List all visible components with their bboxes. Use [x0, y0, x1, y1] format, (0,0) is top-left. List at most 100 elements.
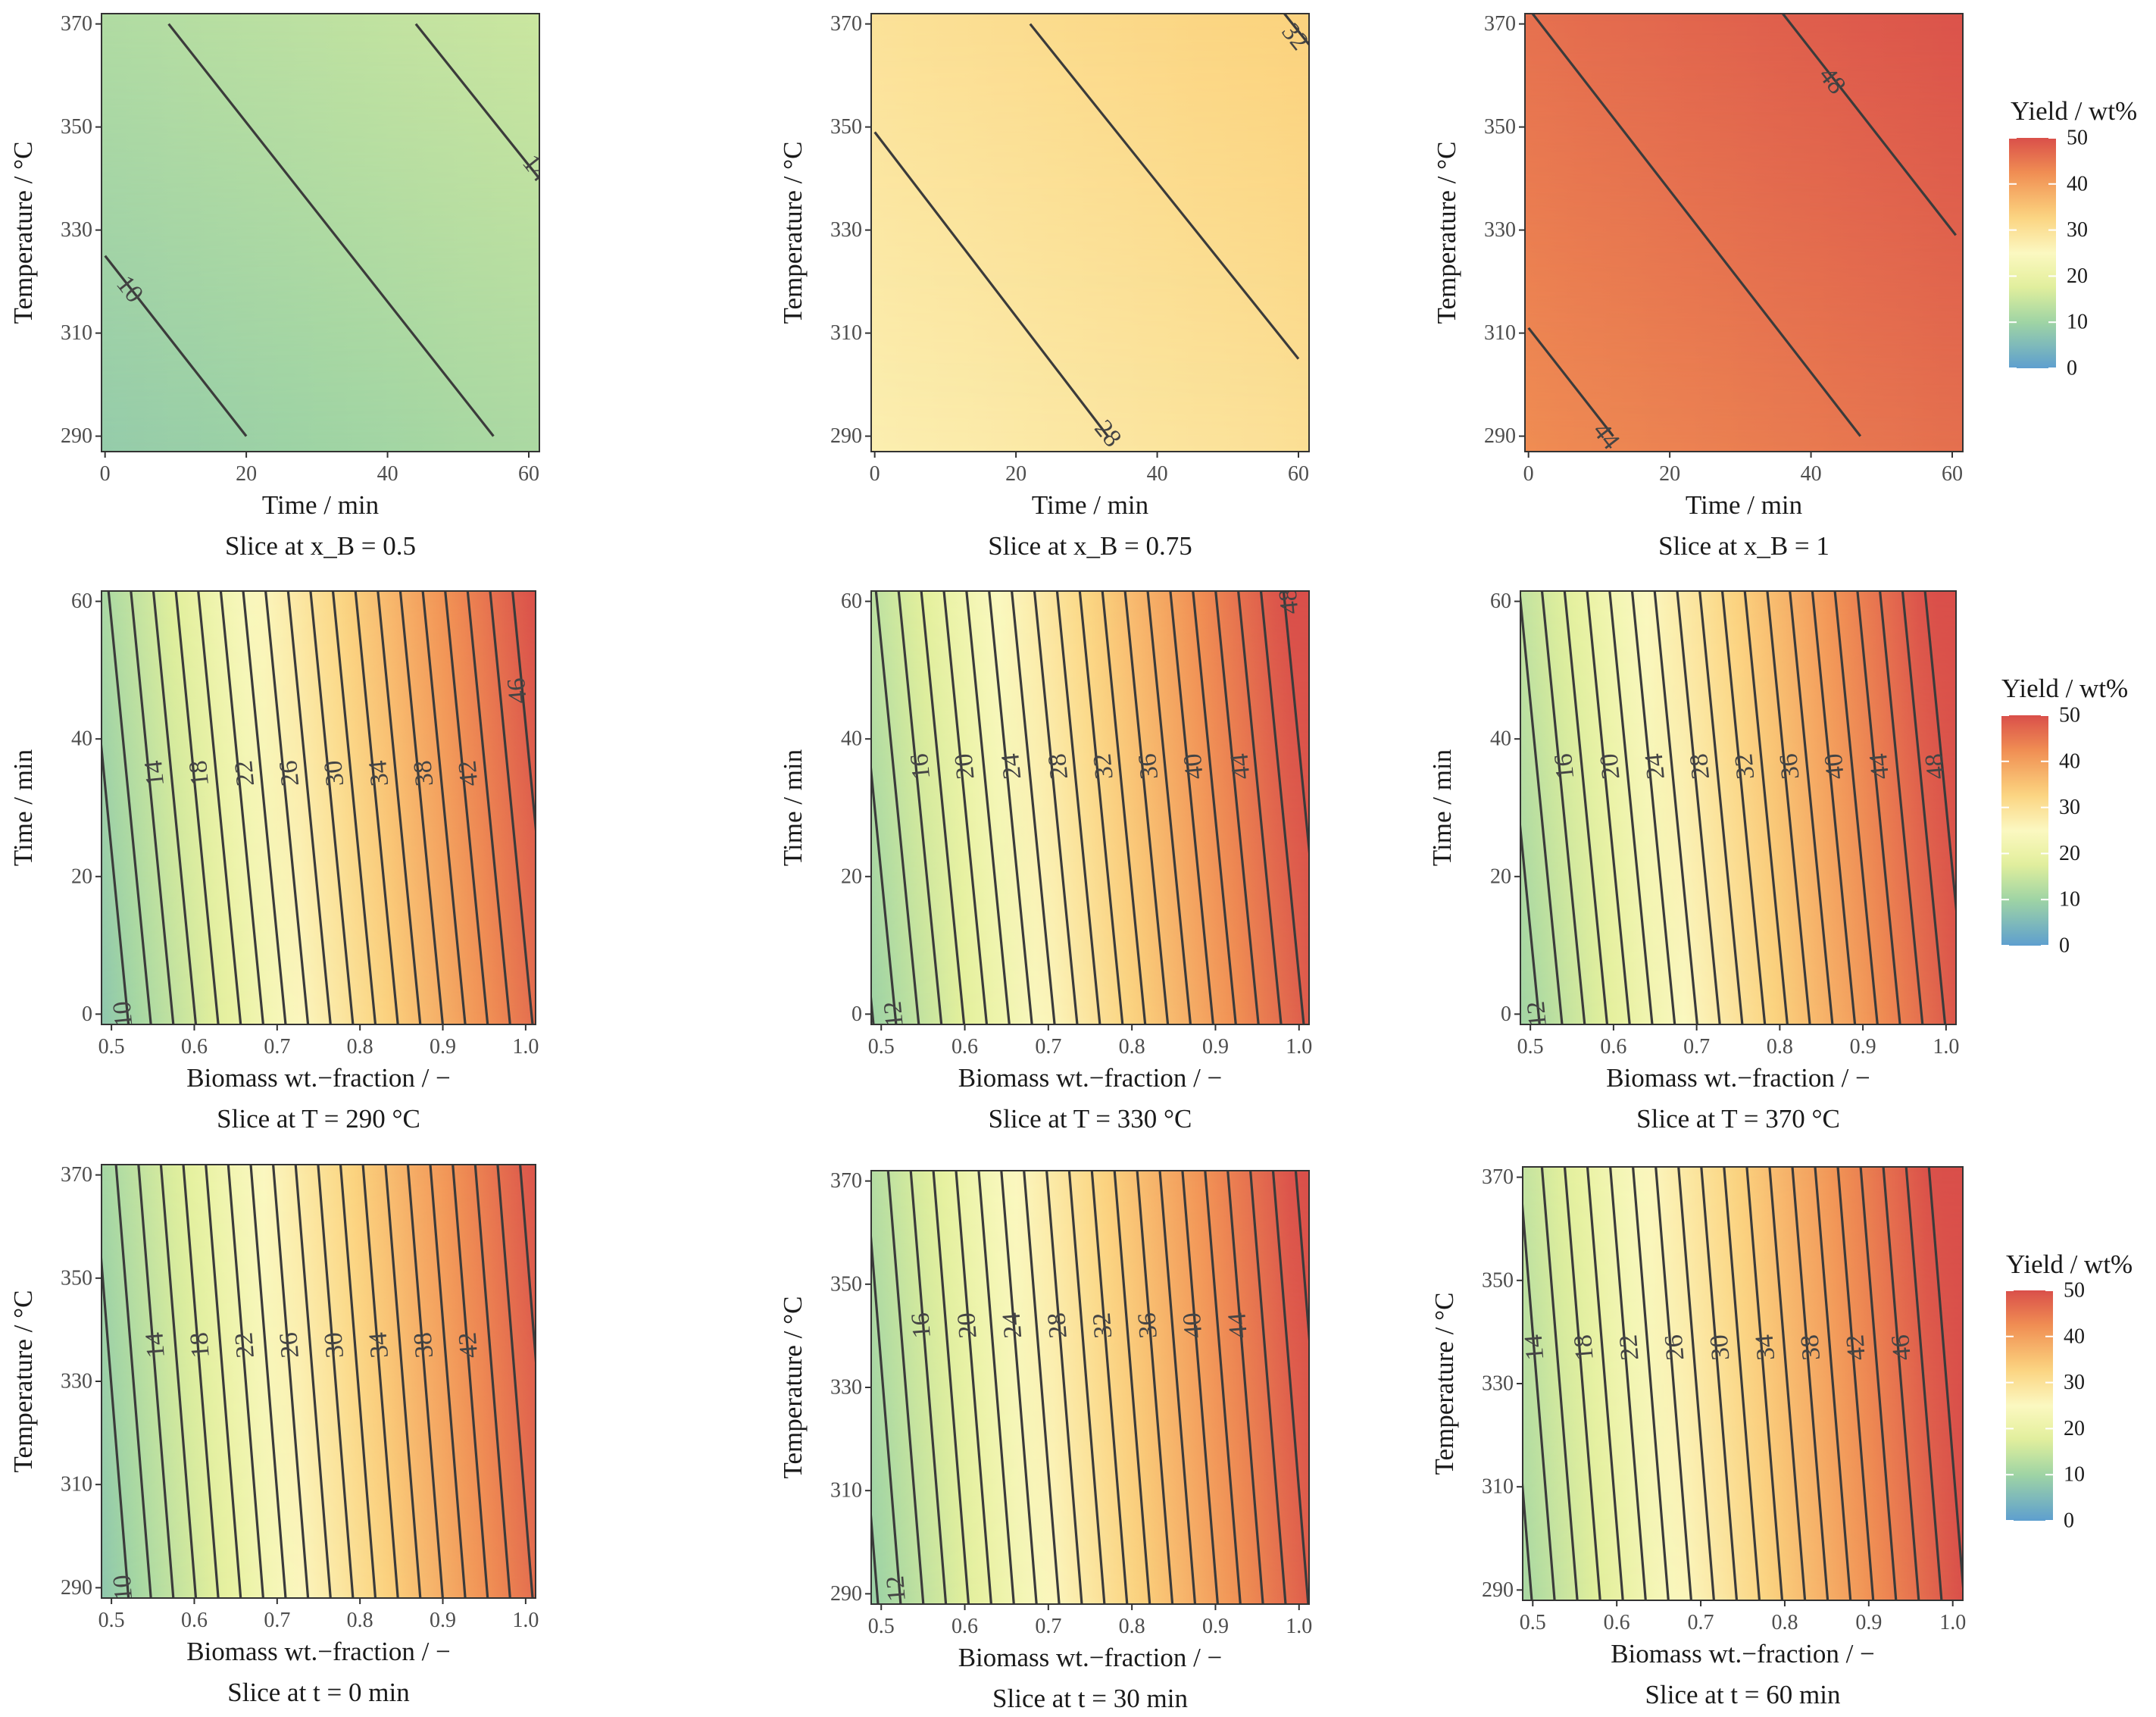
contour-line-22: [227, 1165, 264, 1598]
contour-line-18: [1563, 591, 1609, 1024]
legend-title: Yield / wt%: [2001, 674, 2128, 703]
x-axis-title: Biomass wt.−fraction / −: [958, 1643, 1223, 1672]
contour-line-14: [1523, 1194, 1556, 1600]
contour-line-14: [414, 23, 539, 180]
y-tick-label: 290: [1482, 1578, 1514, 1602]
contour-line-34: [1113, 1171, 1151, 1604]
contour-line-20: [942, 591, 989, 1024]
y-tick-label: 370: [1484, 12, 1516, 36]
contour-line-40: [1814, 1167, 1852, 1600]
panel-frame: [1524, 13, 1964, 452]
x-tick-label: 0.5: [98, 1035, 125, 1059]
contour-line-18: [182, 1165, 220, 1598]
legend-tick-label: 0: [2064, 1509, 2074, 1533]
legend-row3: Yield / wt% 0 10 20 30 40 50: [2006, 1249, 2133, 1533]
contour-line-40: [1811, 591, 1857, 1024]
contour-line-46: [1530, 14, 1862, 437]
y-axis-title: Temperature / °C: [778, 1296, 808, 1479]
contour-label-32: 32: [1088, 1312, 1118, 1340]
y-tick-label: 370: [61, 12, 92, 36]
contour-label-30: 30: [319, 759, 349, 787]
contour-line-48: [1782, 14, 1957, 236]
contour-line-28: [1033, 591, 1079, 1024]
contour-label-42: 42: [454, 1331, 484, 1359]
contour-line-34: [1743, 591, 1789, 1024]
contour-line-32: [331, 591, 377, 1024]
contour-line-46: [489, 591, 534, 1024]
contour-label-12: 12: [879, 1000, 909, 1028]
contour-line-34: [361, 1165, 399, 1598]
contour-label-38: 38: [1795, 1334, 1826, 1362]
contour-label-44: 44: [1225, 752, 1255, 780]
contour-line-10: [871, 989, 875, 1024]
y-tick-label: 60: [841, 590, 862, 613]
contour-line-28: [873, 131, 1109, 437]
contour-label-10: 10: [108, 1000, 138, 1028]
panel-caption: Slice at T = 370 °C: [1636, 1104, 1840, 1134]
contour-line-20: [197, 591, 242, 1024]
y-tick-label: 60: [71, 590, 92, 613]
contour-label-18: 18: [184, 759, 214, 787]
x-tick-label: 0.7: [1683, 1035, 1710, 1059]
contour-line-22: [977, 1171, 1015, 1604]
contour-line-30: [1029, 23, 1300, 360]
y-tick-label: 330: [1482, 1372, 1514, 1396]
contour-label-22: 22: [230, 759, 260, 787]
y-tick-label: 330: [61, 218, 92, 242]
panel-p31: 10 14 18 22 26 30 34 38 42 0.5 0.6 0.7 0.8 0.9 1.0 290 3…: [8, 1163, 539, 1707]
x-tick-label: 20: [1659, 462, 1680, 486]
contour-line-44: [1527, 327, 1614, 437]
y-axis-title: Temperature / °C: [778, 142, 808, 324]
contour-label-22: 22: [1614, 1334, 1645, 1362]
contour-label-40: 40: [1178, 1312, 1208, 1340]
y-tick-label: 290: [61, 424, 92, 448]
legend-tick-label: 10: [2064, 1463, 2085, 1487]
contour-line-26: [264, 591, 310, 1024]
y-axis-title: Temperature / °C: [8, 142, 38, 324]
y-tick-label: 350: [61, 1266, 92, 1290]
contour-label-44: 44: [1864, 752, 1895, 780]
contour-line-46: [496, 1165, 534, 1598]
x-tick-label: 40: [1147, 462, 1168, 486]
contour-line-12: [1520, 817, 1541, 1024]
panel-frame: [101, 590, 536, 1025]
y-tick-label: 0: [851, 1002, 862, 1026]
contour-line-44: [473, 1165, 511, 1598]
x-tick-label: 0.5: [868, 1615, 895, 1638]
x-axis-title: Time / min: [262, 490, 379, 520]
panel-frame: [870, 13, 1310, 452]
legend-tick-label: 20: [2064, 1417, 2085, 1440]
contour-label-40: 40: [1179, 752, 1209, 780]
x-tick-label: 20: [1005, 462, 1026, 486]
x-tick-label: 0.9: [430, 1035, 456, 1059]
heatmap-field-top: [102, 14, 539, 452]
x-tick-label: 0.7: [1035, 1035, 1061, 1059]
contour-label-22: 22: [230, 1331, 260, 1359]
x-tick-label: 0.5: [868, 1035, 895, 1059]
contour-line-30: [1700, 1167, 1739, 1600]
legend-tick-label: 40: [2067, 172, 2088, 195]
contour-line-38: [398, 591, 444, 1024]
contour-label-12: 12: [881, 1575, 911, 1603]
heatmap-field-top: [102, 1165, 536, 1598]
panel-caption: Slice at T = 290 °C: [217, 1104, 420, 1134]
contour-line-48: [1271, 1171, 1309, 1604]
y-tick-label: 330: [1484, 218, 1516, 242]
contour-line-38: [1789, 591, 1834, 1024]
contour-label-38: 38: [408, 759, 439, 787]
y-tick-label: 350: [1482, 1268, 1514, 1292]
contour-line-18: [1563, 1167, 1601, 1600]
contour-line-32: [1283, 14, 1309, 45]
x-axis-title: Time / min: [1686, 490, 1802, 520]
legend-colorbar: [2001, 715, 2048, 946]
contour-line-12: [1523, 1474, 1533, 1600]
contour-line-22: [965, 591, 1011, 1024]
contour-label-28: 28: [1685, 752, 1715, 780]
y-axis-title: Time / min: [778, 749, 808, 866]
panel-caption: Slice at x_B = 0.5: [225, 531, 416, 561]
x-tick-label: 40: [1801, 462, 1822, 486]
x-tick-label: 0.8: [1771, 1611, 1798, 1634]
contour-line-36: [1766, 591, 1811, 1024]
y-tick-label: 310: [61, 1473, 92, 1497]
